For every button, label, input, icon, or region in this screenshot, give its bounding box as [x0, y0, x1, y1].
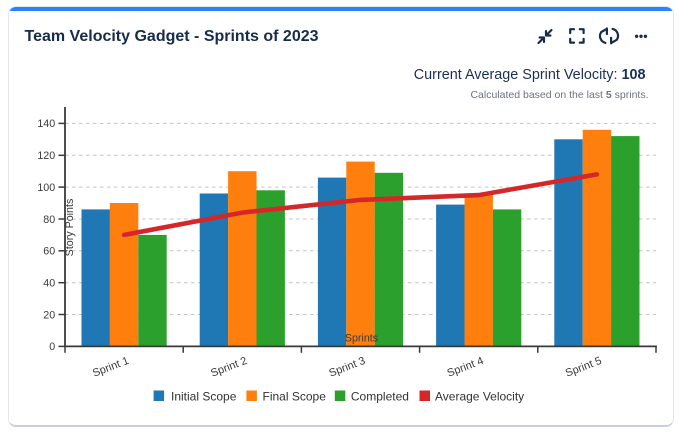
svg-text:Sprint 1: Sprint 1: [91, 355, 131, 380]
svg-text:Sprints: Sprints: [345, 333, 378, 345]
svg-text:20: 20: [43, 309, 55, 321]
svg-text:Sprint 3: Sprint 3: [327, 355, 367, 380]
svg-text:80: 80: [43, 214, 55, 226]
svg-text:Sprint 2: Sprint 2: [209, 355, 249, 380]
svg-text:Sprint 5: Sprint 5: [564, 355, 604, 380]
svg-text:40: 40: [43, 278, 55, 290]
svg-text:60: 60: [43, 246, 55, 258]
svg-text:Final Scope: Final Scope: [263, 389, 327, 403]
svg-text:0: 0: [49, 341, 55, 353]
svg-text:Story Points: Story Points: [64, 199, 76, 257]
svg-text:Average Velocity: Average Velocity: [435, 389, 524, 403]
svg-text:Initial Scope: Initial Scope: [171, 389, 237, 403]
svg-text:100: 100: [37, 182, 55, 194]
svg-text:140: 140: [37, 118, 55, 130]
svg-text:120: 120: [37, 150, 55, 162]
svg-text:Completed: Completed: [351, 389, 409, 403]
svg-text:Sprint 4: Sprint 4: [446, 355, 486, 380]
